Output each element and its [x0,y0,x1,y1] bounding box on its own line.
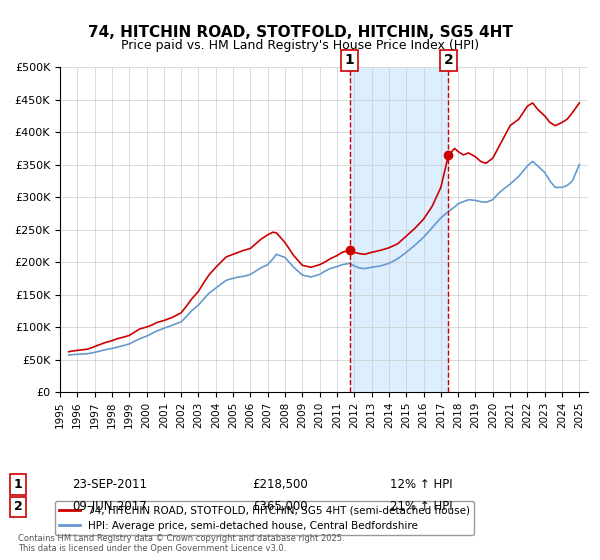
Bar [350,67,448,392]
Text: £365,000: £365,000 [252,500,308,514]
Text: Contains HM Land Registry data © Crown copyright and database right 2025.
This d: Contains HM Land Registry data © Crown c… [18,534,344,553]
Text: 1: 1 [345,53,355,67]
Text: 21% ↑ HPI: 21% ↑ HPI [390,500,452,514]
Text: 2: 2 [443,53,454,67]
Text: 74, HITCHIN ROAD, STOTFOLD, HITCHIN, SG5 4HT: 74, HITCHIN ROAD, STOTFOLD, HITCHIN, SG5… [88,25,512,40]
Text: 23-SEP-2011: 23-SEP-2011 [72,478,147,491]
Text: 09-JUN-2017: 09-JUN-2017 [72,500,147,514]
Text: Price paid vs. HM Land Registry's House Price Index (HPI): Price paid vs. HM Land Registry's House … [121,39,479,52]
Text: £218,500: £218,500 [252,478,308,491]
Text: 12% ↑ HPI: 12% ↑ HPI [390,478,452,491]
Legend: 74, HITCHIN ROAD, STOTFOLD, HITCHIN, SG5 4HT (semi-detached house), HPI: Average: 74, HITCHIN ROAD, STOTFOLD, HITCHIN, SG5… [55,501,474,535]
Text: 2: 2 [14,500,22,514]
Text: 1: 1 [14,478,22,491]
